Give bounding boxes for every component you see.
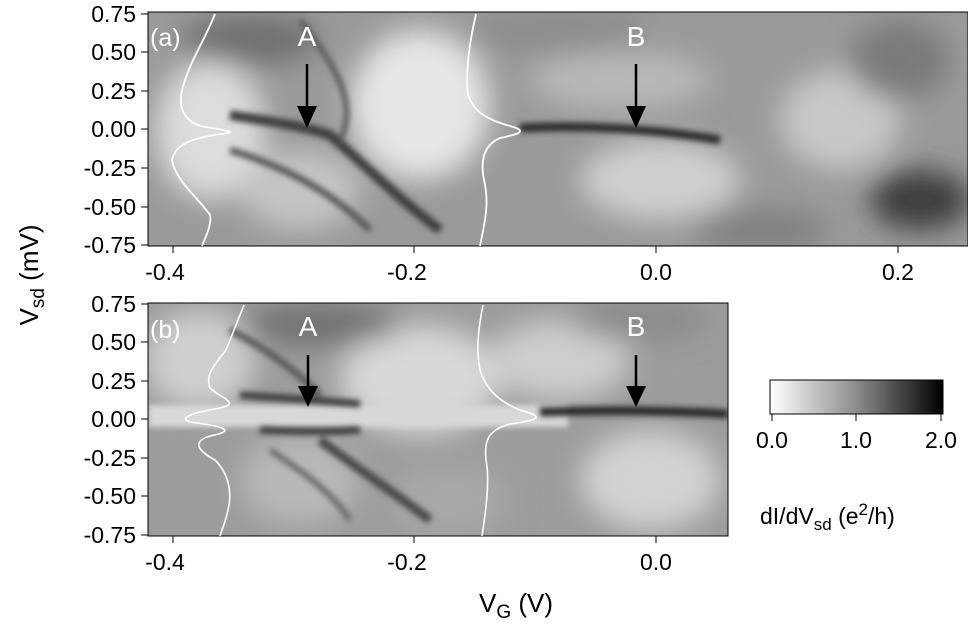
colorbar: 0.0 1.0 2.0 dI/dVsd (e2/h) — [756, 379, 957, 534]
panel-a-xaxis: -0.4 -0.2 0.0 0.2 — [145, 246, 914, 285]
colorbar-title-unit-post: /h) — [868, 503, 895, 529]
panel-a-xtick-label: -0.2 — [387, 259, 427, 285]
panel-b-ytick-label: -0.25 — [84, 445, 136, 471]
panel-a-label: (a) — [150, 24, 181, 52]
panel-b-ytick-label: 0.75 — [91, 291, 136, 317]
panel-b-linecut-1 — [184, 304, 245, 537]
colorbar-tick-label: 2.0 — [925, 427, 957, 453]
panel-a-marker-b: B — [626, 21, 646, 128]
panel-b-marker-b: B — [626, 311, 646, 407]
x-axis-label-main: V — [479, 588, 497, 618]
colorbar-title-sup: 2 — [859, 500, 868, 519]
panel-a: A B (a) 0.75 0.50 0.25 0.00 — [84, 1, 968, 285]
colorbar-tick-label: 0.0 — [756, 427, 788, 453]
panel-b-yaxis: 0.75 0.50 0.25 0.00 -0.25 -0.50 -0.75 — [84, 291, 148, 548]
panel-b-ytick-label: 0.25 — [91, 368, 136, 394]
panel-b-xtick-label: -0.4 — [145, 549, 185, 575]
panel-b: A B (b) 0.75 0.50 0.25 0.00 -0.25 — [84, 291, 729, 575]
panel-b-heatmap — [148, 303, 728, 536]
panel-b-ytick-label: 0.00 — [91, 406, 136, 432]
colorbar-title-sub: sd — [814, 515, 832, 534]
y-axis-label: Vsd (mV) — [14, 225, 49, 326]
colorbar-tick-label: 1.0 — [840, 427, 872, 453]
panel-b-marker-a-label: A — [299, 311, 318, 342]
panel-a-marker-b-label: B — [627, 21, 646, 52]
colorbar-gradient — [769, 379, 944, 415]
panel-a-yaxis: 0.75 0.50 0.25 0.00 -0.25 -0.50 -0.75 — [84, 1, 148, 258]
panel-a-heatmap — [148, 12, 968, 246]
panel-b-xaxis: -0.4 -0.2 0.0 — [145, 536, 672, 575]
panel-b-marker-b-label: B — [627, 311, 646, 342]
colorbar-title-unit-pre: (e — [832, 503, 859, 529]
panel-a-ytick-label: -0.75 — [84, 232, 136, 258]
panel-b-xtick-label: -0.2 — [387, 549, 427, 575]
x-axis-label-sub: G — [496, 602, 511, 623]
panel-b-linecut-2 — [477, 304, 537, 537]
panel-a-ytick-label: 0.00 — [91, 116, 136, 142]
panel-a-linecut-2 — [466, 13, 521, 247]
panel-b-ytick-label: -0.50 — [84, 483, 136, 509]
panel-a-ytick-label: 0.75 — [91, 1, 136, 27]
panel-b-ytick-label: -0.75 — [84, 522, 136, 548]
panel-a-marker-a: A — [297, 21, 317, 128]
y-axis-label-unit: (mV) — [14, 225, 44, 289]
y-axis-label-main: V — [14, 307, 44, 325]
panel-a-xtick-label: 0.0 — [640, 259, 672, 285]
colorbar-title-main: dI/dV — [760, 503, 814, 529]
y-axis-label-sub: sd — [28, 288, 49, 308]
panel-a-ytick-label: -0.50 — [84, 194, 136, 220]
panel-a-ytick-label: -0.25 — [84, 155, 136, 181]
panel-b-marker-a: A — [298, 311, 318, 407]
panel-b-ytick-label: 0.50 — [91, 329, 136, 355]
x-axis-label-unit: (V) — [511, 588, 553, 618]
panel-a-linecut-1 — [171, 13, 231, 247]
panel-b-label: (b) — [150, 316, 181, 344]
panel-a-ytick-label: 0.50 — [91, 39, 136, 65]
panel-a-xtick-label: -0.4 — [145, 259, 185, 285]
panel-a-marker-a-label: A — [298, 21, 317, 52]
panel-b-xtick-label: 0.0 — [640, 549, 672, 575]
x-axis-label: VG (V) — [479, 588, 553, 623]
panel-a-ytick-label: 0.25 — [91, 78, 136, 104]
panel-a-xtick-label: 0.2 — [882, 259, 914, 285]
colorbar-title: dI/dVsd (e2/h) — [760, 500, 895, 534]
